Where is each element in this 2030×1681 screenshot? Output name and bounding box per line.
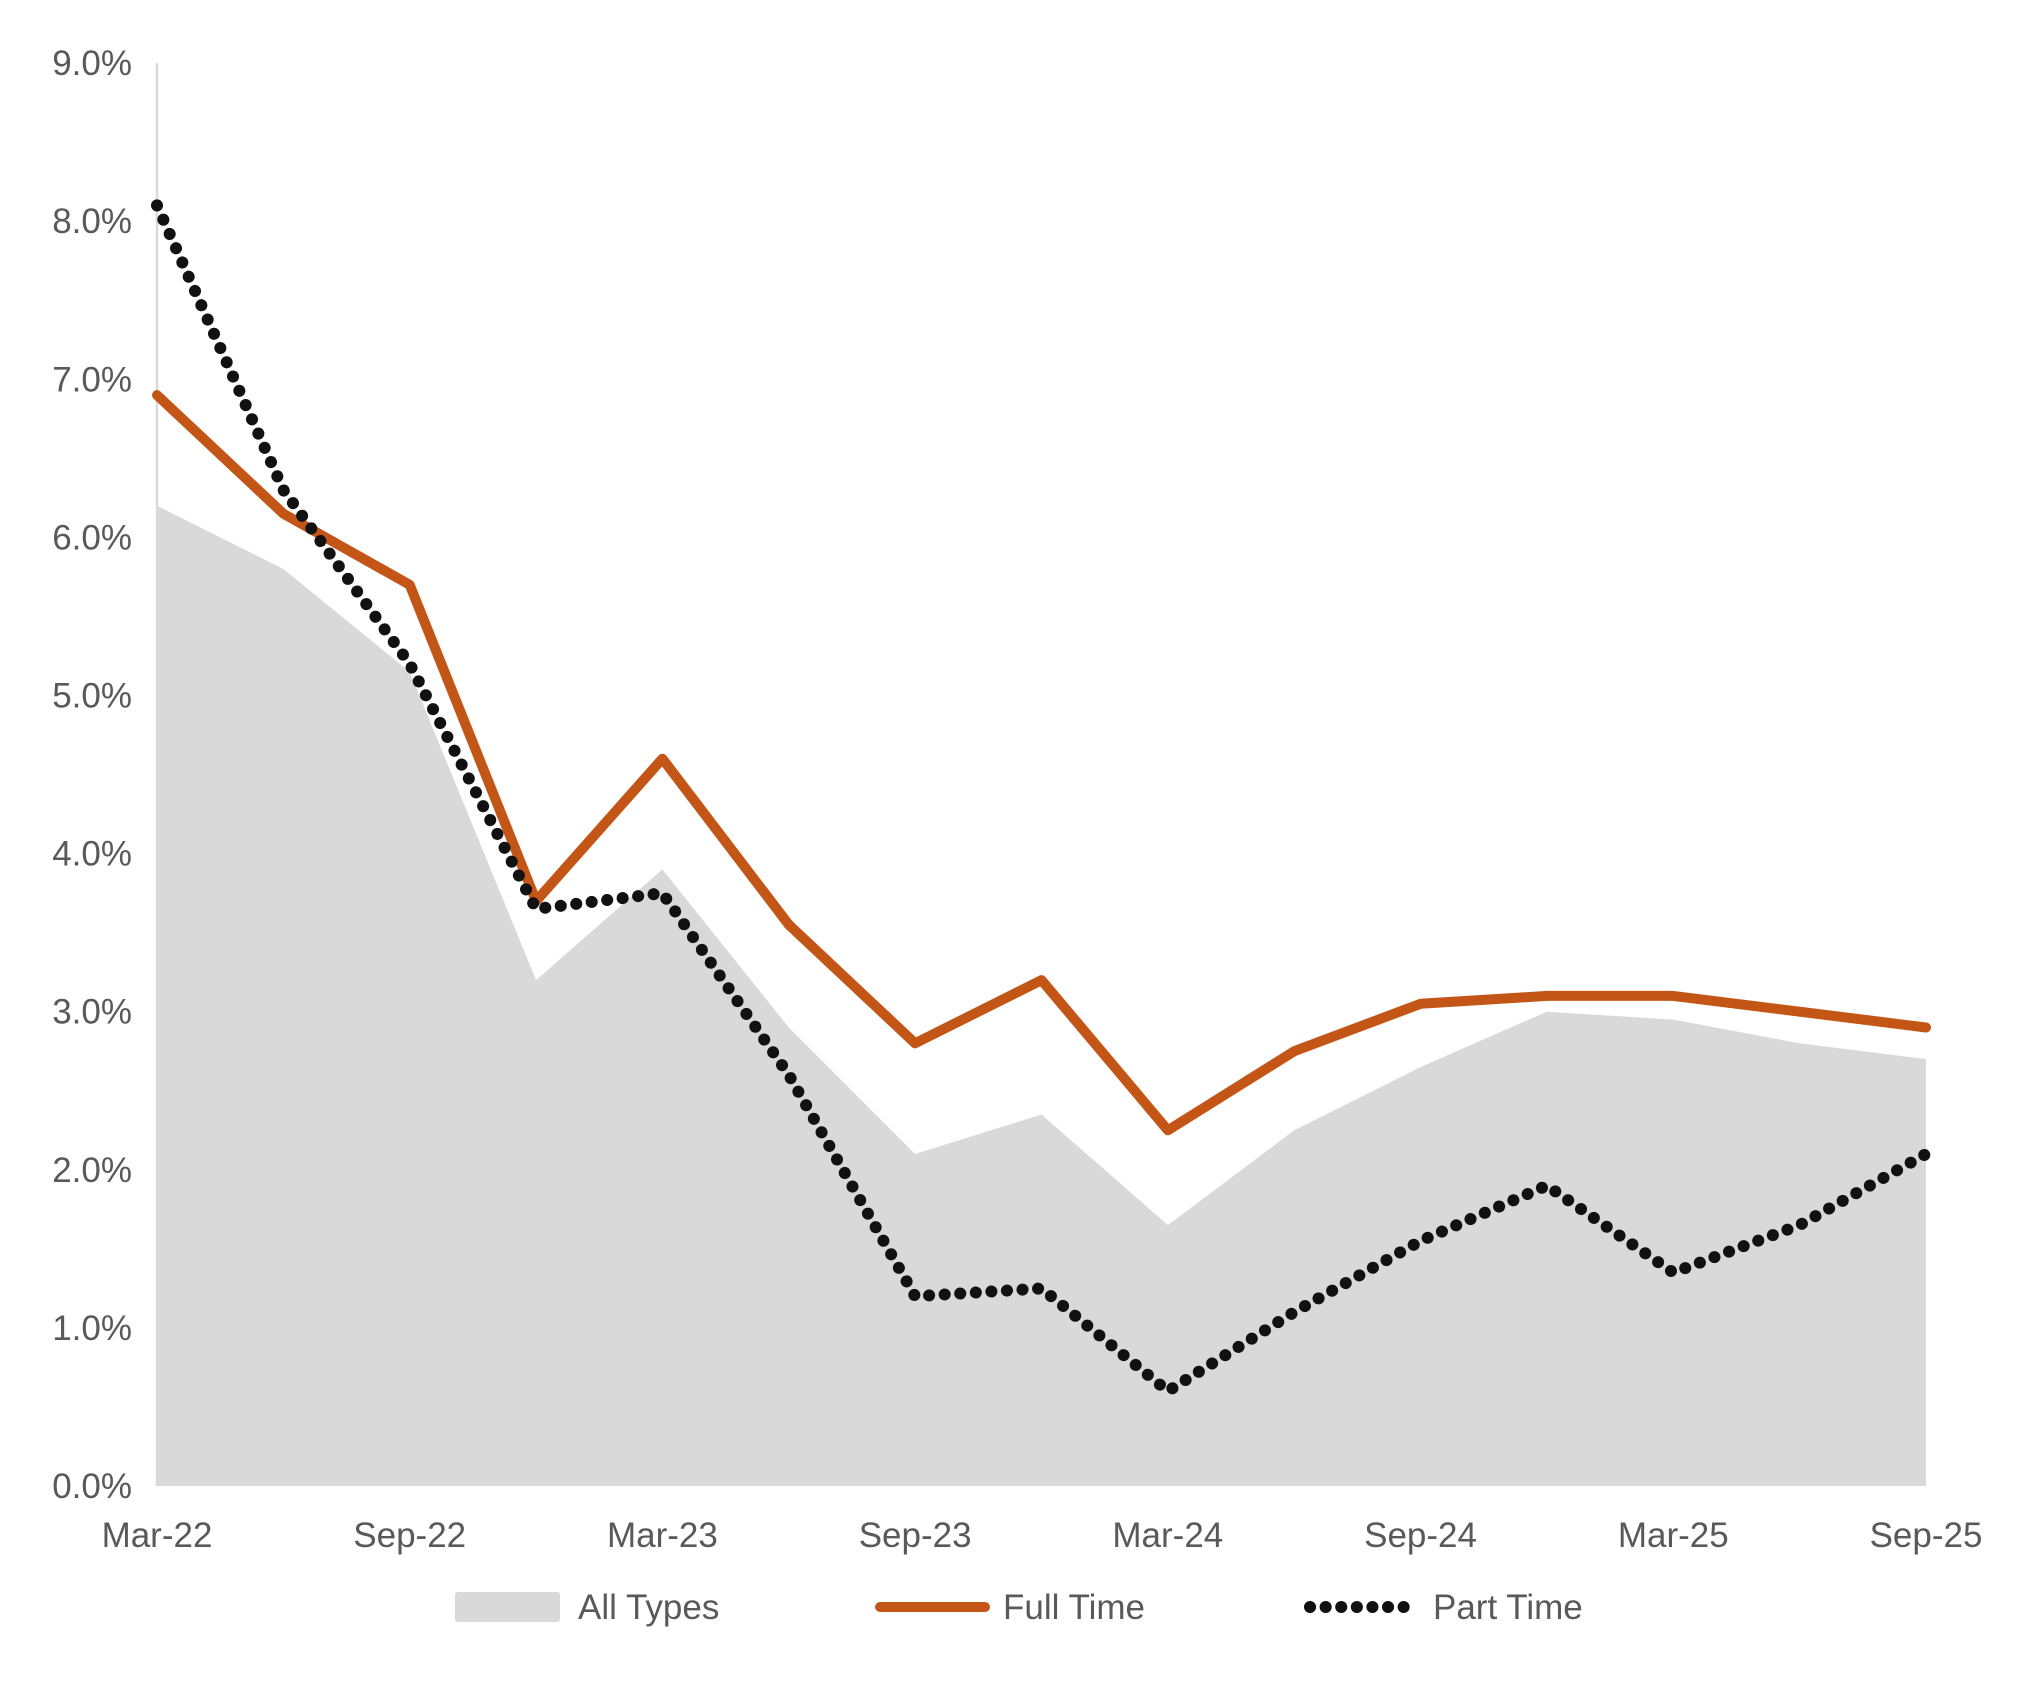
x-axis-tick-label: Sep-24 [1364,1516,1477,1555]
full-time-line [152,390,1931,1136]
x-axis-tick-label: Mar-23 [607,1516,718,1555]
legend-swatch-all-types [455,1592,560,1622]
legend-item-part-time: Part Time [1304,1588,1583,1627]
x-axis-tick-label: Sep-23 [859,1516,972,1555]
y-axis-tick-label: 0.0% [52,1467,132,1506]
y-axis-tick-label: 4.0% [52,835,132,874]
y-axis-tick-label: 7.0% [52,360,132,399]
y-axis-tick-label: 8.0% [52,202,132,241]
legend-item-full-time: Full Time [875,1588,1145,1627]
x-axis-tick-label: Mar-25 [1618,1516,1729,1555]
y-axis-tick-label: 6.0% [52,518,132,557]
x-axis-tick-label: Sep-25 [1870,1516,1983,1555]
y-axis-tick-label: 1.0% [52,1309,132,1348]
part-time-dotted-line [151,199,1932,1398]
y-axis-tick-label: 2.0% [52,1151,132,1190]
all-types-area [157,505,1926,1486]
legend-item-all-types: All Types [455,1588,719,1627]
legend-label-full-time: Full Time [1003,1588,1145,1627]
x-axis-tick-label: Mar-22 [102,1516,213,1555]
y-axis-tick-label: 3.0% [52,993,132,1032]
legend-label-part-time: Part Time [1433,1588,1583,1627]
x-axis-tick-label: Mar-24 [1112,1516,1223,1555]
x-axis-tick-label: Sep-22 [353,1516,466,1555]
y-axis-tick-label: 9.0% [52,44,132,83]
legend-label-all-types: All Types [578,1588,719,1627]
y-axis-tick-label: 5.0% [52,677,132,716]
